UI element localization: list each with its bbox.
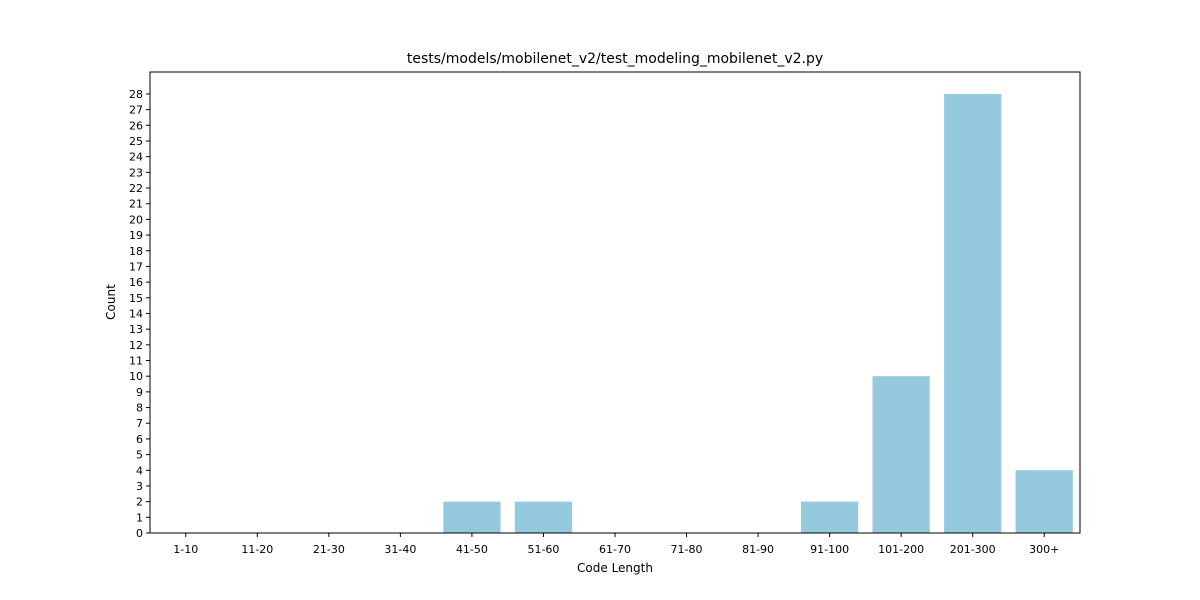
x-tick-label: 1-10 [173, 543, 198, 556]
x-tick-label: 51-60 [527, 543, 559, 556]
x-tick-label: 11-20 [241, 543, 273, 556]
y-tick-label: 0 [136, 527, 143, 540]
y-tick-label: 10 [129, 370, 143, 383]
y-tick-label: 7 [136, 417, 143, 430]
y-tick-label: 17 [129, 260, 143, 273]
y-tick-label: 25 [129, 135, 143, 148]
bar-41-50 [443, 501, 501, 533]
x-tick-label: 21-30 [313, 543, 345, 556]
y-tick-label: 4 [136, 464, 143, 477]
x-axis: 1-10 11-20 21-30 31-40 41-50 51-60 61-70 71-80 8… [173, 533, 1059, 556]
bars-group [443, 93, 1073, 533]
y-tick-label: 24 [129, 151, 143, 164]
y-tick-label: 2 [136, 496, 143, 509]
bar-51-60 [514, 501, 573, 533]
y-tick-label: 26 [129, 119, 143, 132]
y-tick-label: 23 [129, 166, 143, 179]
x-tick-label: 41-50 [456, 543, 488, 556]
y-tick-label: 18 [129, 245, 143, 258]
y-tick-label: 12 [129, 339, 143, 352]
x-tick-label: 61-70 [599, 543, 631, 556]
y-tick-label: 6 [136, 433, 143, 446]
y-tick-label: 22 [129, 182, 143, 195]
x-tick-label: 31-40 [384, 543, 416, 556]
y-tick-label: 27 [129, 104, 143, 117]
bar-300+ [1015, 470, 1073, 533]
y-tick-label: 19 [129, 229, 143, 242]
y-tick-label: 3 [136, 480, 143, 493]
x-tick-label: 91-100 [810, 543, 849, 556]
x-tick-label: 101-200 [878, 543, 924, 556]
y-tick-label: 11 [129, 355, 143, 368]
y-axis-label: Count [104, 284, 118, 320]
y-axis: 0123456789101112131415161718192021222324… [129, 88, 150, 540]
bar-91-100 [801, 501, 859, 533]
y-tick-label: 20 [129, 213, 143, 226]
bar-101-200 [872, 376, 930, 533]
y-tick-label: 5 [136, 449, 143, 462]
bar-201-300 [944, 93, 1002, 533]
y-tick-label: 1 [136, 511, 143, 524]
y-tick-label: 15 [129, 292, 143, 305]
y-tick-label: 28 [129, 88, 143, 101]
y-tick-label: 16 [129, 276, 143, 289]
y-tick-label: 14 [129, 307, 143, 320]
x-tick-label: 81-90 [742, 543, 774, 556]
x-tick-label: 300+ [1029, 543, 1059, 556]
y-tick-label: 8 [136, 402, 143, 415]
plot-frame [149, 71, 1081, 534]
x-tick-label: 71-80 [671, 543, 703, 556]
x-tick-label: 201-300 [950, 543, 996, 556]
y-tick-label: 9 [136, 386, 143, 399]
y-tick-label: 13 [129, 323, 143, 336]
x-axis-label: Code Length [577, 561, 653, 575]
chart-title: tests/models/mobilenet_v2/test_modeling_… [407, 51, 823, 67]
y-tick-label: 21 [129, 198, 143, 211]
